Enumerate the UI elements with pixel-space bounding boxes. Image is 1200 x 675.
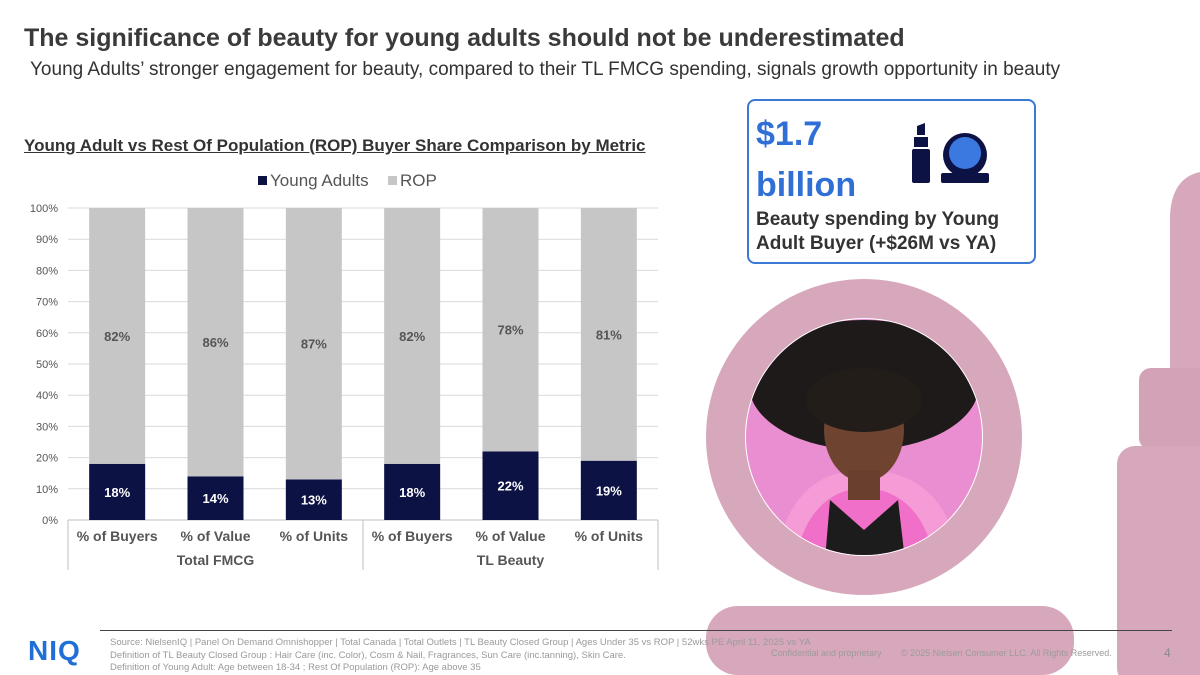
data-label-rop: 86%: [202, 335, 228, 350]
lipstick-neck-shape: [1139, 368, 1200, 450]
y-tick-label: 20%: [36, 453, 58, 465]
y-tick-label: 30%: [36, 421, 58, 433]
y-tick-label: 60%: [36, 328, 58, 340]
niq-logo: NIQ: [28, 635, 81, 666]
x-category-label: % of Units: [575, 528, 644, 544]
lipstick-compact-icon: [912, 123, 989, 183]
legend-swatch: [388, 176, 397, 185]
kpi-value-amount: $1.7: [756, 115, 823, 153]
slide-subtitle: Young Adults’ stronger engagement for be…: [30, 59, 1061, 80]
bar-young-adults: [482, 451, 539, 520]
bar-young-adults: [89, 463, 146, 520]
kpi-card: $1.7 billion Beauty spending by Young Ad…: [747, 99, 1036, 264]
data-label-rop: 82%: [104, 329, 130, 344]
lipstick-body-shape: [1117, 446, 1200, 675]
bar-rop: [482, 208, 539, 452]
data-label-rop: 81%: [596, 327, 622, 342]
kpi-description: Beauty spending by Young Adult Buyer (+$…: [756, 209, 1000, 254]
data-label-young-adults: 19%: [596, 483, 622, 498]
x-group-label: Total FMCG: [177, 552, 255, 568]
bar-young-adults: [384, 463, 441, 520]
stacked-bar-chart: 0% 10% 20% 30% 40% 50% 60% 70% 80% 90% 100% Young A…: [30, 171, 659, 570]
footer-source-line: Definition of TL Beauty Closed Group : H…: [110, 649, 626, 661]
footer-confidential: Confidential and proprietary: [771, 648, 882, 658]
y-tick-label: 40%: [36, 390, 58, 402]
data-label-young-adults: 18%: [104, 485, 130, 500]
footer-divider: [100, 630, 1172, 631]
y-tick-label: 50%: [36, 359, 58, 371]
data-label-rop: 78%: [497, 323, 523, 338]
x-category-label: % of Buyers: [77, 528, 158, 544]
x-category-label: % of Buyers: [372, 528, 453, 544]
x-group-label: TL Beauty: [477, 552, 545, 568]
footer-source-line: Source: NielsenIQ | Panel On Demand Omni…: [110, 637, 811, 648]
legend-label: ROP: [400, 171, 437, 190]
legend-swatch: [258, 176, 267, 185]
compact-base-shape: [706, 606, 1074, 675]
y-tick-label: 100%: [30, 203, 58, 215]
x-category-label: % of Value: [475, 528, 545, 544]
legend-label: Young Adults: [270, 171, 369, 190]
page-number: 4: [1164, 646, 1171, 660]
bar-young-adults: [580, 460, 637, 520]
y-tick-label: 70%: [36, 297, 58, 309]
data-label-young-adults: 14%: [202, 491, 228, 506]
lipstick-tip-shape: [1170, 172, 1200, 372]
bar-young-adults: [187, 476, 244, 520]
data-label-young-adults: 13%: [301, 493, 327, 508]
footer-copyright: © 2025 Nielsen Consumer LLC. All Rights …: [901, 648, 1112, 658]
bar-rop: [384, 208, 441, 464]
y-tick-label: 10%: [36, 484, 58, 496]
y-tick-label: 90%: [36, 234, 58, 246]
footer-source-line: Definition of Young Adult: Age between 1…: [110, 662, 481, 673]
slide-title: The significance of beauty for young adu…: [24, 24, 905, 52]
bar-rop: [580, 208, 637, 461]
bar-young-adults: [285, 479, 342, 520]
x-category-label: % of Units: [280, 528, 349, 544]
kpi-value: $1.7 billion: [756, 109, 896, 211]
y-tick-label: 0%: [42, 515, 58, 527]
chart-heading: Young Adult vs Rest Of Population (ROP) …: [24, 136, 646, 155]
data-label-rop: 82%: [399, 329, 425, 344]
data-label-rop: 87%: [301, 337, 327, 352]
footer-source-notes: Source: NielsenIQ | Panel On Demand Omni…: [110, 637, 811, 675]
bar-rop: [89, 208, 146, 464]
bar-rop: [187, 208, 244, 477]
data-label-young-adults: 22%: [497, 479, 523, 494]
data-label-young-adults: 18%: [399, 485, 425, 500]
bar-rop: [285, 208, 342, 480]
kpi-value-unit: billion: [756, 166, 857, 204]
x-category-label: % of Value: [180, 528, 250, 544]
y-tick-label: 80%: [36, 265, 58, 277]
